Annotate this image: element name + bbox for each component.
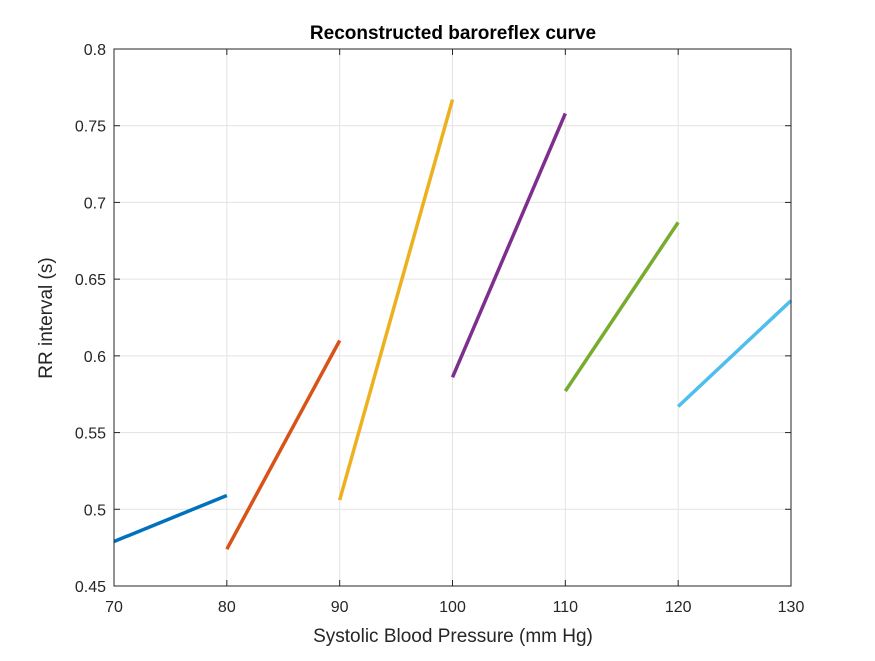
y-tick-label: 0.45 [75,579,106,596]
series-line-1 [113,493,228,544]
x-tick-label: 130 [778,599,805,616]
y-tick-label: 0.65 [75,272,106,289]
chart-title: Reconstructed baroreflex curve [310,23,596,44]
series-line-5 [563,221,680,393]
x-tick-label: 100 [439,599,466,616]
series-layer [113,99,793,551]
y-axis-title: RR interval (s) [36,257,57,378]
x-tick-label: 70 [105,599,123,616]
series-line-3 [337,99,455,501]
series-line-2 [225,339,342,551]
x-tick-label: 90 [331,599,349,616]
grid-layer [113,48,792,587]
y-tick-label: 0.8 [84,42,106,59]
y-tick-label: 0.7 [84,195,106,212]
tick-layer [113,48,792,587]
x-tick-label: 80 [218,599,236,616]
x-tick-label: 110 [553,599,579,616]
series-line-6 [676,299,793,408]
series-line-4 [450,112,567,379]
y-tick-label: 0.75 [75,119,106,136]
x-axis-title: Systolic Blood Pressure (mm Hg) [313,626,593,647]
label-layer: 70 80 90 100 110 120 130 0.45 0.5 0.55 0.6 0.65 0.7 0… [75,42,805,616]
y-tick-label: 0.6 [84,349,106,366]
y-tick-label: 0.55 [75,426,106,443]
x-tick-label: 120 [665,599,692,616]
y-tick-label: 0.5 [84,502,106,519]
